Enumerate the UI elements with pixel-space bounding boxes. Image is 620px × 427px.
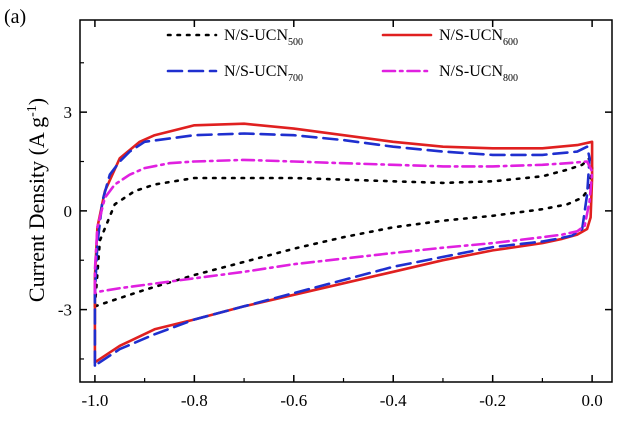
x-tick-label: -0.6: [280, 391, 307, 410]
series-line: [93, 122, 594, 364]
legend-label: N/S-UCN600: [439, 27, 518, 48]
legend-label: N/S-UCN800: [439, 63, 518, 84]
plot-frame: [79, 19, 613, 383]
series-line: [93, 132, 591, 367]
x-tick-label: -0.4: [380, 391, 407, 410]
y-tick-label: 0: [64, 202, 73, 221]
y-tick-label: 3: [64, 103, 73, 122]
y-tick-label: -3: [58, 301, 72, 320]
x-tick-label: -0.2: [479, 391, 506, 410]
axis-ticks: -1.0 -0.8 -0.6 -0.4 -0.2 0.0 -3 0 3: [58, 20, 612, 410]
y-axis-label-sup: -1: [25, 105, 40, 117]
y-axis-label-end: ): [24, 98, 49, 105]
legend-label: N/S-UCN500: [224, 27, 303, 48]
legend-label: N/S-UCN700: [224, 63, 303, 84]
x-tick-label: 0.0: [581, 391, 602, 410]
series-line: [93, 156, 594, 308]
y-axis-label-main: Current Density (A g: [24, 117, 49, 302]
legend: N/S-UCN500 N/S-UCN600 N/S-UCN700 N/S-UCN800: [166, 27, 518, 84]
x-tick-label: -0.8: [181, 391, 208, 410]
series-line: [93, 158, 594, 295]
y-axis-label: Current Density (A g-1): [24, 98, 49, 302]
series-group: [93, 122, 594, 367]
panel-label: (a): [4, 6, 26, 28]
x-tick-label: -1.0: [81, 391, 108, 410]
